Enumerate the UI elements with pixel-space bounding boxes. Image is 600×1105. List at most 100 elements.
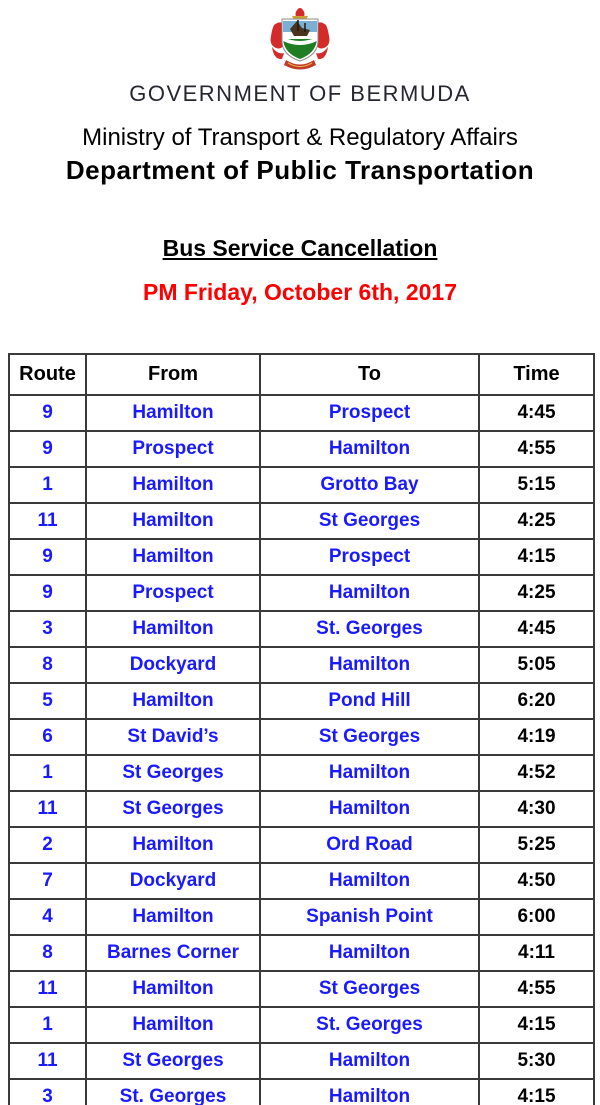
time-cell: 4:15 [478, 1006, 595, 1044]
table-row: 9 Hamilton Prospect 4:15 [8, 538, 595, 576]
from-cell: Dockyard [85, 646, 261, 684]
route-cell: 6 [8, 718, 87, 756]
route-cell: 11 [8, 1042, 87, 1080]
from-cell: Hamilton [85, 898, 261, 936]
from-cell: St Georges [85, 754, 261, 792]
government-name: GOVERNMENT OF BERMUDA [129, 81, 471, 106]
to-cell: St Georges [259, 970, 480, 1008]
to-cell: Spanish Point [259, 898, 480, 936]
route-cell: 9 [8, 394, 87, 432]
time-cell: 4:45 [478, 610, 595, 648]
route-cell: 11 [8, 970, 87, 1008]
time-cell: 6:00 [478, 898, 595, 936]
route-cell: 2 [8, 826, 87, 864]
column-header-time: Time [478, 353, 595, 396]
route-cell: 9 [8, 430, 87, 468]
from-cell: Hamilton [85, 502, 261, 540]
from-cell: Hamilton [85, 610, 261, 648]
time-cell: 5:25 [478, 826, 595, 864]
notice-date: PM Friday, October 6th, 2017 [142, 279, 457, 305]
table-row: 11 St Georges Hamilton 4:30 [8, 790, 595, 828]
to-cell: Hamilton [259, 1042, 480, 1080]
department-title: Department of Public Transportation [65, 155, 535, 185]
to-cell: Pond Hill [259, 682, 480, 720]
from-cell: Hamilton [85, 394, 261, 432]
notice-title: Bus Service Cancellation [0, 235, 600, 262]
time-cell: 4:11 [478, 934, 595, 972]
table-body: 9 Hamilton Prospect 4:45 9 Prospect Hamilton 4:… [8, 394, 595, 1105]
from-cell: St David’s [85, 718, 261, 756]
time-cell: 4:15 [478, 538, 595, 576]
table-row: 9 Prospect Hamilton 4:55 [8, 430, 595, 468]
to-cell: Hamilton [259, 754, 480, 792]
to-cell: Hamilton [259, 574, 480, 612]
time-cell: 5:30 [478, 1042, 595, 1080]
bermuda-coat-of-arms-icon [270, 8, 330, 70]
to-cell: St Georges [259, 502, 480, 540]
table-row: 5 Hamilton Pond Hill 6:20 [8, 682, 595, 720]
route-cell: 4 [8, 898, 87, 936]
table-row: 9 Hamilton Prospect 4:45 [8, 394, 595, 432]
time-cell: 4:30 [478, 790, 595, 828]
from-cell: Hamilton [85, 826, 261, 864]
ministry-title: Ministry of Transport & Regulatory Affai… [82, 124, 518, 151]
to-cell: Hamilton [259, 862, 480, 900]
from-cell: Hamilton [85, 1006, 261, 1044]
route-cell: 11 [8, 790, 87, 828]
to-cell: Hamilton [259, 430, 480, 468]
time-cell: 4:25 [478, 502, 595, 540]
time-cell: 4:50 [478, 862, 595, 900]
time-cell: 4:19 [478, 718, 595, 756]
time-cell: 4:45 [478, 394, 595, 432]
table-row: 4 Hamilton Spanish Point 6:00 [8, 898, 595, 936]
route-cell: 7 [8, 862, 87, 900]
time-cell: 4:52 [478, 754, 595, 792]
table-row: 9 Prospect Hamilton 4:25 [8, 574, 595, 612]
time-cell: 4:55 [478, 970, 595, 1008]
cancellation-table: Route From To Time 9 Hamilton Prospect 4:45… [8, 353, 595, 1105]
route-cell: 1 [8, 466, 87, 504]
from-cell: St Georges [85, 790, 261, 828]
from-cell: Prospect [85, 574, 261, 612]
route-cell: 3 [8, 1078, 87, 1105]
from-cell: Hamilton [85, 970, 261, 1008]
from-cell: Hamilton [85, 682, 261, 720]
to-cell: Ord Road [259, 826, 480, 864]
route-cell: 8 [8, 646, 87, 684]
from-cell: Barnes Corner [85, 934, 261, 972]
column-header-from: From [85, 353, 261, 396]
route-cell: 3 [8, 610, 87, 648]
table-row: 2 Hamilton Ord Road 5:25 [8, 826, 595, 864]
to-cell: St. Georges [259, 1006, 480, 1044]
route-cell: 8 [8, 934, 87, 972]
time-cell: 4:15 [478, 1078, 595, 1105]
from-cell: Dockyard [85, 862, 261, 900]
time-cell: 4:55 [478, 430, 595, 468]
time-cell: 5:15 [478, 466, 595, 504]
route-cell: 9 [8, 574, 87, 612]
table-row: 1 Hamilton St. Georges 4:15 [8, 1006, 595, 1044]
table-row: 1 St Georges Hamilton 4:52 [8, 754, 595, 792]
to-cell: Prospect [259, 394, 480, 432]
route-cell: 5 [8, 682, 87, 720]
time-cell: 4:25 [478, 574, 595, 612]
route-cell: 11 [8, 502, 87, 540]
route-cell: 1 [8, 754, 87, 792]
to-cell: Hamilton [259, 1078, 480, 1105]
header-row: Route From To Time [8, 353, 595, 396]
route-cell: 1 [8, 1006, 87, 1044]
to-cell: Grotto Bay [259, 466, 480, 504]
to-cell: Hamilton [259, 934, 480, 972]
to-cell: Prospect [259, 538, 480, 576]
logo-container [0, 0, 600, 78]
from-cell: St Georges [85, 1042, 261, 1080]
column-header-route: Route [8, 353, 87, 396]
table-row: 11 Hamilton St Georges 4:55 [8, 970, 595, 1008]
table-row: 11 Hamilton St Georges 4:25 [8, 502, 595, 540]
table-header: Route From To Time [8, 353, 595, 396]
time-cell: 6:20 [478, 682, 595, 720]
to-cell: Hamilton [259, 790, 480, 828]
table-row: 6 St David’s St Georges 4:19 [8, 718, 595, 756]
time-cell: 5:05 [478, 646, 595, 684]
